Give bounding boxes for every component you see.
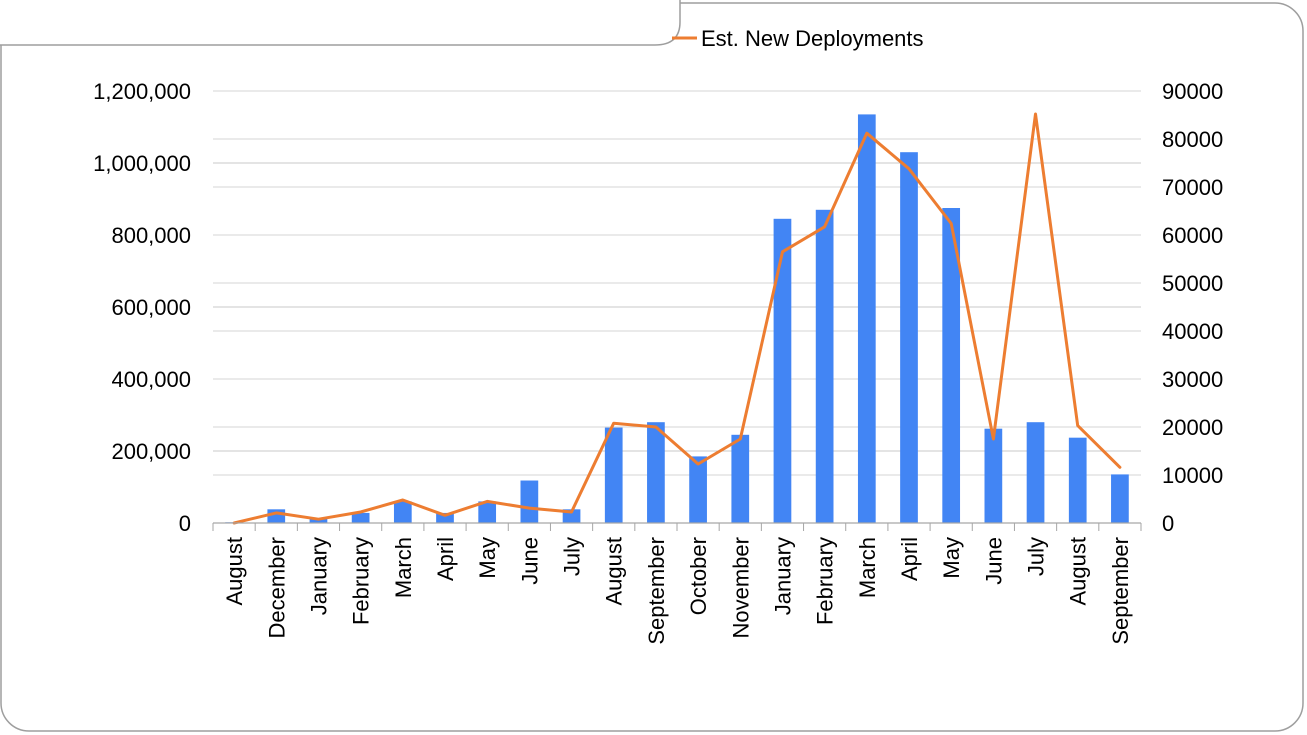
- right-axis-tick-label: 50000: [1162, 271, 1223, 296]
- bar-series: [225, 114, 1129, 524]
- x-axis-tick-label: June: [981, 537, 1006, 585]
- left-axis-tick-label: 400,000: [111, 367, 191, 392]
- x-axis-tick-label: April: [433, 537, 458, 581]
- x-axis-tick-label: September: [1108, 537, 1133, 645]
- left-axis-tick-label: 1,000,000: [93, 151, 191, 176]
- line-path: [232, 112, 1122, 525]
- left-axis-tick-label: 600,000: [111, 295, 191, 320]
- right-axis-tick-label: 20000: [1162, 415, 1223, 440]
- x-axis-tick-label: August: [602, 537, 627, 606]
- bar: [267, 509, 286, 523]
- x-axis-tick-label: March: [855, 537, 880, 598]
- x-axis-tick-label: December: [264, 537, 289, 638]
- bar: [1026, 422, 1045, 523]
- x-axis-tick-label: September: [644, 537, 669, 645]
- bar: [731, 434, 750, 523]
- legend-line-label: Est. New Deployments: [701, 26, 924, 51]
- x-axis-tick-label: June: [517, 537, 542, 585]
- bar: [393, 501, 412, 523]
- right-axis-ticks: 0 10000 20000 30000 40000 50000 60000 70000 8000…: [1162, 79, 1223, 536]
- right-axis-tick-label: 40000: [1162, 319, 1223, 344]
- x-axis-tick-label: January: [770, 537, 795, 615]
- left-axis-tick-label: 1,200,000: [93, 79, 191, 104]
- left-axis-tick-label: 200,000: [111, 439, 191, 464]
- right-axis-tick-label: 60000: [1162, 223, 1223, 248]
- bar: [436, 512, 454, 523]
- right-axis-tick-label: 80000: [1162, 127, 1223, 152]
- x-axis-tick-label: March: [391, 537, 416, 598]
- bar: [942, 208, 961, 523]
- x-axis-tick-label: May: [939, 537, 964, 579]
- bar: [647, 422, 665, 523]
- bar: [1111, 474, 1129, 523]
- x-axis-tick-label: April: [897, 537, 922, 581]
- bar: [815, 209, 834, 524]
- bar: [351, 512, 370, 523]
- bar: [773, 218, 792, 524]
- x-axis-tick-label: August: [1066, 537, 1091, 606]
- bar: [478, 501, 497, 523]
- line-series: [232, 112, 1122, 525]
- legend: Est. New Deployments: [672, 26, 924, 51]
- bar: [689, 456, 707, 523]
- left-axis-tick-label: 0: [179, 511, 191, 536]
- bar: [1068, 437, 1087, 523]
- right-axis-tick-label: 10000: [1162, 463, 1223, 488]
- x-axis-tick-label: August: [222, 537, 247, 606]
- right-axis-tick-label: 70000: [1162, 175, 1223, 200]
- bar: [520, 480, 539, 523]
- x-axis-tick-label: October: [686, 537, 711, 615]
- x-axis-tick-label: July: [560, 537, 585, 576]
- bar: [604, 427, 623, 523]
- bar: [900, 152, 918, 523]
- axes: [212, 522, 1142, 531]
- x-axis-tick-label: November: [728, 537, 753, 638]
- right-axis-tick-label: 90000: [1162, 79, 1223, 104]
- x-axis-tick-label: May: [475, 537, 500, 579]
- x-axis-tick-label: January: [306, 537, 331, 615]
- x-axis-ticks: August December January February March April M…: [222, 537, 1133, 645]
- left-axis-tick-label: 800,000: [111, 223, 191, 248]
- left-axis-ticks: 0 200,000 400,000 600,000 800,000 1,000,000 1,…: [93, 79, 191, 536]
- x-axis-tick-label: July: [1024, 537, 1049, 576]
- x-axis-tick-label: February: [813, 537, 838, 625]
- right-axis-tick-label: 30000: [1162, 367, 1223, 392]
- bar: [984, 428, 1003, 523]
- bar: [309, 518, 328, 523]
- bar: [857, 114, 876, 524]
- overlay-card: [0, 0, 681, 46]
- right-axis-tick-label: 0: [1162, 511, 1174, 536]
- x-axis-tick-label: February: [349, 537, 374, 625]
